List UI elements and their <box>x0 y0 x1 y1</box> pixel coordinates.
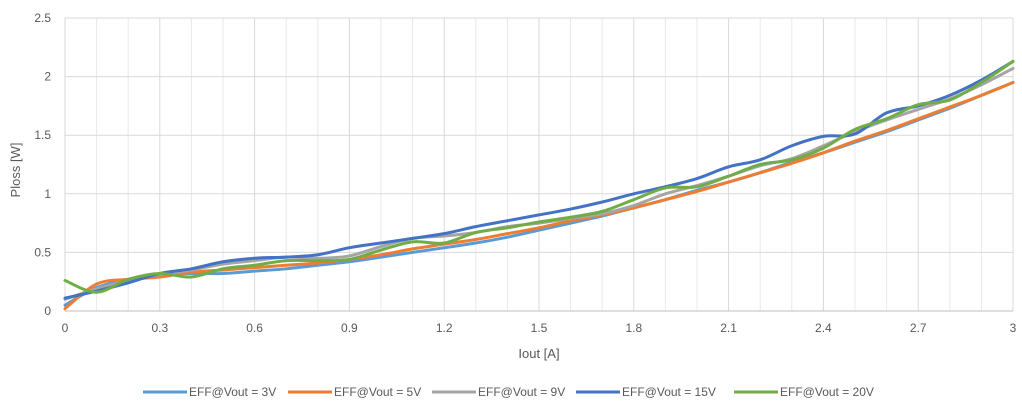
y-axis-title: Ploss [W] <box>8 143 23 198</box>
x-tick-label: 0 <box>62 321 69 335</box>
x-tick-label: 0.3 <box>151 321 168 335</box>
legend-item: EFF@Vout = 20V <box>734 385 874 399</box>
y-tick-label: 0.5 <box>34 245 51 259</box>
legend-label: EFF@Vout = 3V <box>189 385 276 399</box>
series-lines <box>63 59 1015 311</box>
legend-item: EFF@Vout = 15V <box>576 385 716 399</box>
y-tick-label: 0 <box>44 304 51 318</box>
legend: EFF@Vout = 3V EFF@Vout = 5V EFF@Vout = 9V E… <box>143 385 874 399</box>
major-gridlines <box>64 17 1014 312</box>
x-tick-label: 0.9 <box>341 321 358 335</box>
x-axis-title: Iout [A] <box>518 346 559 361</box>
y-tick-label: 2 <box>44 70 51 84</box>
series-line-5 <box>63 59 1015 294</box>
y-tick-label: 1 <box>44 187 51 201</box>
legend-label: EFF@Vout = 9V <box>478 385 565 399</box>
legend-item: EFF@Vout = 3V <box>143 385 276 399</box>
y-tick-label: 2.5 <box>34 11 51 25</box>
y-axis-tick-labels: 0 0.5 1 1.5 2 2.5 <box>34 11 51 318</box>
x-tick-label: 2.4 <box>815 321 832 335</box>
legend-label: EFF@Vout = 5V <box>334 385 421 399</box>
x-tick-label: 1.2 <box>436 321 453 335</box>
x-tick-label: 2.1 <box>720 321 737 335</box>
x-tick-label: 1.8 <box>625 321 642 335</box>
legend-item: EFF@Vout = 5V <box>288 385 421 399</box>
series-line-4 <box>63 59 1015 300</box>
x-tick-label: 0.6 <box>246 321 263 335</box>
legend-label: EFF@Vout = 20V <box>780 385 874 399</box>
minor-gridlines <box>96 18 982 311</box>
x-tick-label: 3 <box>1010 321 1017 335</box>
x-tick-label: 2.7 <box>910 321 927 335</box>
x-tick-label: 1.5 <box>531 321 548 335</box>
x-axis-tick-labels: 0 0.3 0.6 0.9 1.2 1.5 1.8 2.1 2.4 2.7 3 <box>62 321 1017 335</box>
y-tick-label: 1.5 <box>34 128 51 142</box>
legend-item: EFF@Vout = 9V <box>432 385 565 399</box>
legend-label: EFF@Vout = 15V <box>622 385 716 399</box>
